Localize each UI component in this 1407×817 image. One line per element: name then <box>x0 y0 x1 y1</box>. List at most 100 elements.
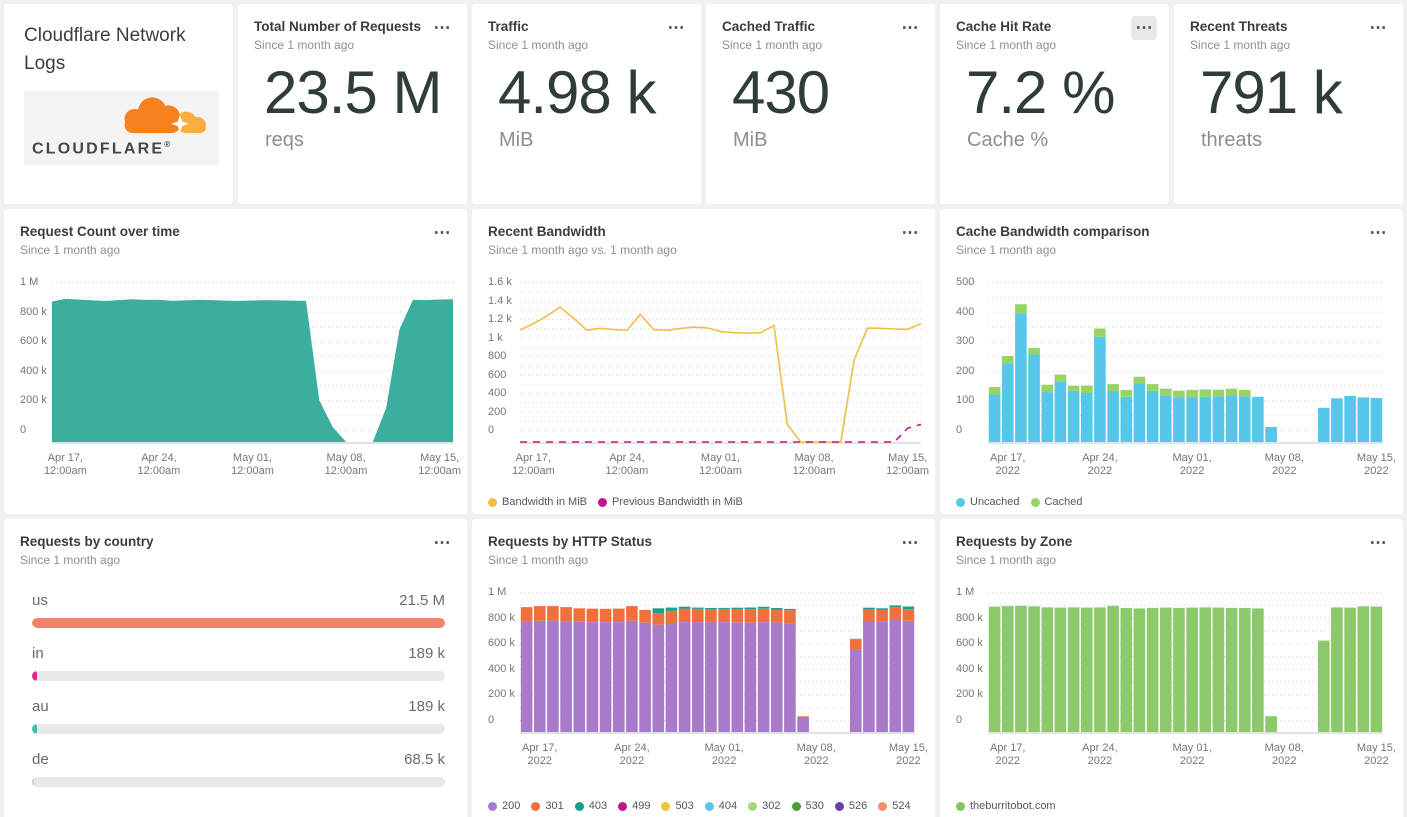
y-axis-label: 800 k <box>20 305 47 318</box>
country-code: de <box>32 751 49 768</box>
y-axis-label: 800 <box>488 350 507 362</box>
panel-title: Cache Hit Rate <box>956 19 1052 34</box>
panel-title: Requests by HTTP Status <box>488 534 653 549</box>
legend-dot <box>488 801 497 811</box>
y-axis-label: 1.4 k <box>488 294 512 307</box>
stat-value: 23.5 M <box>264 59 442 126</box>
panel-title: Requests by country <box>20 534 154 549</box>
chart-cache_bandwidth: 500 400 300 200 100 0 Apr 17, 2022 Apr 24, 2022 Ma… <box>940 276 1403 514</box>
legend-item[interactable]: 503 <box>661 800 694 812</box>
y-axis-label: 600 <box>488 368 507 381</box>
y-axis-label: 200 <box>956 364 975 377</box>
panel-menu-button[interactable]: ⋯ <box>433 223 451 242</box>
panel-title: Recent Bandwidth <box>488 224 606 239</box>
registered-mark: ® <box>164 139 171 149</box>
legend-item[interactable]: 403 <box>574 800 608 812</box>
y-axis-label: 500 <box>956 276 975 288</box>
stat-unit: threats <box>1201 129 1263 151</box>
panel-menu-button[interactable]: ⋯ <box>1131 16 1157 40</box>
legend-dot <box>878 801 888 811</box>
plot-area <box>988 588 1383 734</box>
panel-menu-button[interactable]: ⋯ <box>667 18 685 37</box>
panel-menu-button[interactable]: ⋯ <box>1369 223 1387 242</box>
legend-item[interactable]: 200 <box>488 800 520 812</box>
x-axis-label: May 01, 2022 <box>1172 452 1212 477</box>
panel-title: Traffic <box>488 19 529 34</box>
panel-menu-button[interactable]: ⋯ <box>433 18 451 37</box>
panel-title: Total Number of Requests <box>254 19 422 34</box>
legend-item[interactable]: 524 <box>878 800 911 812</box>
legend-dot <box>791 801 801 811</box>
country-row: us 21.5 M <box>32 592 445 628</box>
panel-menu-button[interactable]: ⋯ <box>901 18 919 37</box>
legend-label: Bandwidth in MiB <box>502 496 587 508</box>
panel-subtitle: Since 1 month ago <box>956 38 1057 52</box>
country-bar-fill <box>32 671 37 681</box>
legend-dot <box>1030 497 1040 507</box>
chart-legend: theburritobot.com <box>956 800 1067 812</box>
legend-item[interactable]: Bandwidth in MiB <box>488 496 587 508</box>
panel-cache-hit-rate: Cache Hit Rate Since 1 month ago ⋯ 7.2 % Cac… <box>940 4 1169 204</box>
chart-request_count: 1 M 800 k 600 k 400 k 200 k 0 Apr 17, 12:00am Ap… <box>4 276 467 514</box>
legend-item[interactable]: 499 <box>618 800 650 812</box>
panel-menu-button[interactable]: ⋯ <box>1369 533 1387 552</box>
panel-menu-button[interactable]: ⋯ <box>901 223 919 242</box>
panel-menu-button[interactable]: ⋯ <box>901 533 919 552</box>
panel-subtitle: Since 1 month ago vs. 1 month ago <box>488 243 677 257</box>
legend-item[interactable]: 530 <box>791 800 824 812</box>
panel-requests-by-country: Requests by country Since 1 month ago ⋯ us 2… <box>4 519 467 817</box>
panel-menu-button[interactable]: ⋯ <box>433 533 451 552</box>
x-axis-label: Apr 24, 2022 <box>614 742 650 767</box>
x-axis-label: Apr 17, 2022 <box>522 742 558 767</box>
legend-item[interactable]: 301 <box>531 800 564 812</box>
cloudflare-cloud-icon <box>124 97 206 134</box>
y-axis-label: 600 k <box>20 335 47 348</box>
country-value: 189 k <box>408 698 445 715</box>
legend-item[interactable]: 302 <box>748 800 781 812</box>
legend-item[interactable]: Previous Bandwidth in MiB <box>598 496 743 508</box>
legend-item[interactable]: theburritobot.com <box>956 800 1056 812</box>
x-axis-label: May 15, 12:00am <box>418 452 462 477</box>
country-list: us 21.5 M in 189 k au 189 k de 68.5 k <box>4 568 467 787</box>
panel-subtitle: Since 1 month ago <box>1190 38 1291 52</box>
y-axis-label: 1.6 k <box>488 276 512 288</box>
y-axis-label: 0 <box>488 424 495 436</box>
legend-dot <box>598 497 607 507</box>
panel-requests-by-http-status: Requests by HTTP Status Since 1 month ago… <box>472 519 935 817</box>
y-axis-label: 300 <box>956 335 975 348</box>
legend-dot <box>956 801 965 811</box>
y-axis-label: 400 k <box>488 662 515 675</box>
legend-label: 301 <box>545 800 564 812</box>
country-bar-fill <box>32 724 37 734</box>
panel-menu-button[interactable]: ⋯ <box>1369 18 1387 37</box>
panel-subtitle: Since 1 month ago <box>722 38 823 52</box>
legend-item[interactable]: 404 <box>704 800 737 812</box>
legend-item[interactable]: Uncached <box>956 496 1020 508</box>
plot-area <box>988 278 1383 444</box>
plot-area <box>519 278 922 444</box>
legend-dot <box>574 801 584 811</box>
stat-unit: MiB <box>733 129 768 151</box>
panel-header: Requests by country Since 1 month ago <box>4 519 467 568</box>
legend-dot <box>704 801 714 811</box>
cloudflare-logo: CLOUDFLARE® <box>24 91 219 165</box>
x-axis-label: May 15, 12:00am <box>886 452 930 477</box>
x-axis-label: May 15, 2022 <box>1356 452 1396 477</box>
x-axis-label: May 15, 2022 <box>1356 742 1396 767</box>
panel-subtitle: Since 1 month ago <box>956 553 1057 567</box>
country-row: au 189 k <box>32 698 445 734</box>
legend-item[interactable]: 526 <box>834 800 867 812</box>
x-axis-label: Apr 24, 12:00am <box>605 452 649 477</box>
panel-header: Request Count over time Since 1 month ago <box>4 209 467 258</box>
country-bar-track <box>32 777 445 787</box>
legend-label: 403 <box>588 800 608 812</box>
panel-subtitle: Since 1 month ago <box>488 553 589 567</box>
x-axis-label: May 01, 12:00am <box>231 452 274 477</box>
panel-title: Cache Bandwidth comparison <box>956 224 1150 239</box>
legend-item[interactable]: Cached <box>1030 496 1082 508</box>
y-axis-label: 1.2 k <box>488 313 512 325</box>
panel-title: Recent Threats <box>1190 19 1288 34</box>
legend-label: 530 <box>805 800 824 812</box>
y-axis-label: 0 <box>488 714 495 726</box>
